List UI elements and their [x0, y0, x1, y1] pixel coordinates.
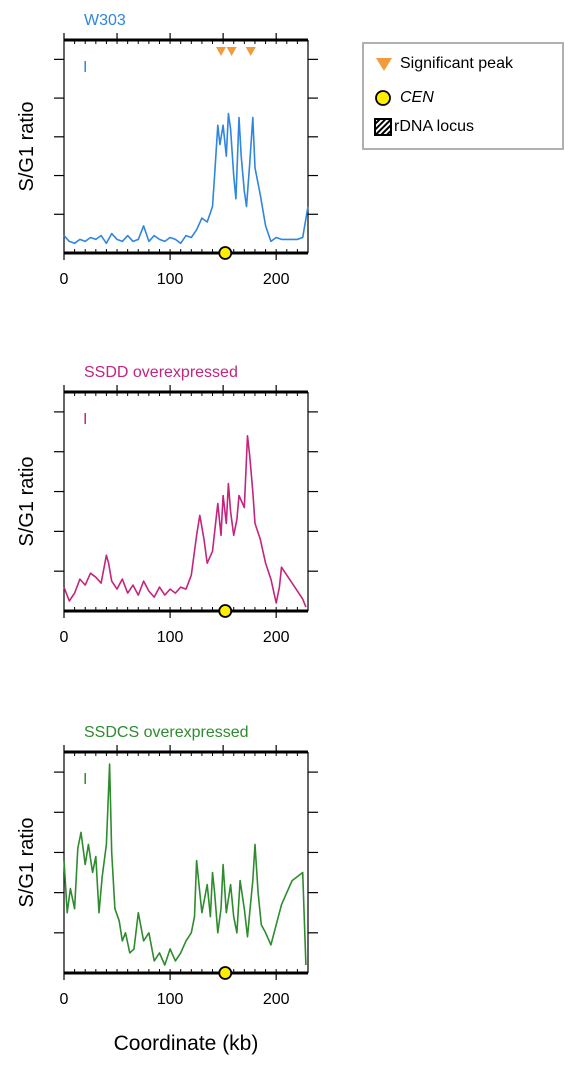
series-line	[63, 435, 307, 608]
y-axis-label: S/G1 ratio	[16, 456, 38, 546]
x-tick-label: 200	[263, 629, 290, 646]
series-line	[63, 112, 309, 245]
x-tick-label: 100	[157, 629, 184, 646]
significant-peak-marker	[226, 47, 237, 56]
series-line	[63, 763, 307, 966]
cen-marker	[218, 604, 233, 618]
legend-label: rDNA locus	[394, 118, 475, 135]
chart-panel-2: 0 100 200 S/G1 ratio SSDD overexpressed I	[16, 364, 318, 646]
y-axis-label: S/G1 ratio	[16, 817, 38, 907]
chromosome-label: I	[83, 59, 87, 76]
x-tick-label: 100	[157, 271, 184, 288]
panel-title: W303	[84, 12, 126, 29]
significant-peak-marker	[245, 47, 256, 56]
x-tick-label: 0	[60, 991, 69, 1008]
legend: Significant peak CEN rDNA locus	[362, 42, 564, 150]
chart-panel-1: 0 100 200 S/G1 ratio W303 I	[16, 12, 318, 288]
legend-label: CEN	[400, 89, 434, 106]
legend-item-cen: CEN	[374, 87, 434, 109]
x-axis-label: Coordinate (kb)	[113, 1032, 259, 1055]
legend-label: Significant peak	[400, 55, 513, 72]
legend-item-rdna-locus: rDNA locus	[374, 116, 474, 138]
chart-panel-3: 0 100 200 S/G1 ratio SSDCS overexpressed I	[16, 724, 318, 1008]
x-tick-label: 0	[60, 271, 69, 288]
x-tick-label: 0	[60, 629, 69, 646]
triangle-down-icon	[374, 53, 400, 75]
legend-item-significant-peak: Significant peak	[374, 53, 513, 75]
hatched-square-icon	[374, 116, 394, 138]
cen-marker	[218, 966, 233, 980]
x-tick-label: 200	[263, 991, 290, 1008]
panel-title: SSDD overexpressed	[84, 364, 238, 381]
significant-peak-marker	[216, 47, 227, 56]
chromosome-label: I	[83, 411, 87, 428]
panel-title: SSDCS overexpressed	[84, 724, 249, 741]
chromosome-label: I	[83, 771, 87, 788]
x-tick-label: 100	[157, 991, 184, 1008]
cen-marker	[218, 246, 233, 260]
x-tick-label: 200	[263, 271, 290, 288]
circle-icon	[374, 87, 400, 109]
y-axis-label: S/G1 ratio	[16, 101, 38, 191]
